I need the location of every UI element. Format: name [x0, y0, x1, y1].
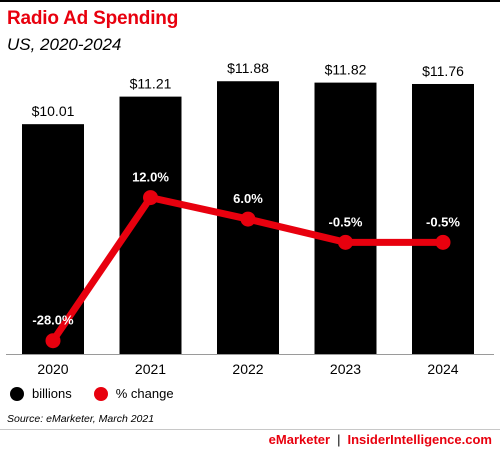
bar-label-2021: $11.21 — [130, 76, 172, 92]
line-point-2024 — [435, 234, 451, 250]
source-note: Source: eMarketer, March 2021 — [7, 413, 155, 425]
top-rule — [0, 0, 500, 2]
line-point-2020 — [45, 333, 61, 349]
x-tick-2024: 2024 — [427, 361, 458, 377]
line-point-2021 — [143, 190, 158, 206]
bar-label-2024: $11.76 — [422, 63, 464, 79]
bar-label-2022: $11.88 — [227, 60, 269, 76]
line-label-2022: 6.0% — [233, 191, 263, 206]
brand-emarketer: eMarketer — [268, 432, 331, 447]
legend-swatch-billions — [10, 386, 24, 401]
chart-title: Radio Ad Spending — [7, 8, 179, 29]
line-label-2024: -0.5% — [426, 214, 460, 229]
x-tick-2020: 2020 — [37, 361, 68, 377]
legend: billions % change — [10, 386, 196, 401]
chart-subtitle: US, 2020-2024 — [7, 35, 122, 54]
line-point-2023 — [338, 234, 353, 250]
legend-swatch-percent-change — [93, 386, 108, 401]
x-tick-2021: 2021 — [135, 361, 166, 377]
legend-item-percent-change: % change — [93, 386, 174, 401]
legend-label-percent-change: % change — [115, 386, 174, 401]
bar-2023 — [314, 82, 377, 355]
legend-item-billions: billions — [10, 386, 72, 401]
line-label-2023: -0.5% — [329, 214, 363, 229]
x-tick-2022: 2022 — [232, 361, 263, 377]
brand-insider-intelligence: InsiderIntelligence.com — [347, 432, 493, 447]
legend-label-billions: billions — [32, 386, 72, 401]
footer-rule — [0, 429, 500, 430]
x-tick-2023: 2023 — [330, 361, 361, 377]
line-label-2020: -28.0% — [32, 313, 74, 328]
line-label-2021: 12.0% — [132, 170, 169, 185]
bar-2024 — [412, 83, 474, 354]
bar-label-2023: $11.82 — [325, 62, 367, 78]
bar-label-2020: $10.01 — [32, 103, 75, 119]
line-point-2022 — [240, 211, 256, 227]
footer-brand: eMarketer | InsiderIntelligence.com — [269, 432, 492, 447]
brand-separator: | — [337, 432, 341, 447]
